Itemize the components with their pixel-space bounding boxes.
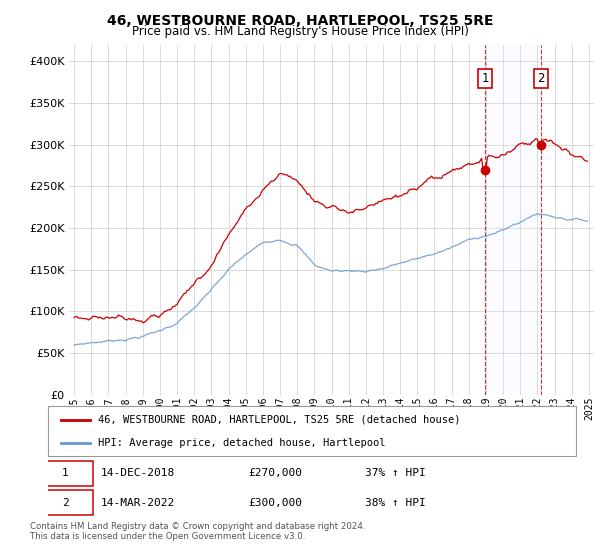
Text: 46, WESTBOURNE ROAD, HARTLEPOOL, TS25 5RE: 46, WESTBOURNE ROAD, HARTLEPOOL, TS25 5R… [107,14,493,28]
Text: 1: 1 [62,468,68,478]
Bar [485,45,541,395]
FancyBboxPatch shape [48,406,576,456]
Text: 2: 2 [537,72,545,85]
Text: Price paid vs. HM Land Registry's House Price Index (HPI): Price paid vs. HM Land Registry's House … [131,25,469,38]
Text: 14-DEC-2018: 14-DEC-2018 [101,468,175,478]
FancyBboxPatch shape [37,461,93,486]
Text: 1: 1 [481,72,489,85]
FancyBboxPatch shape [37,491,93,515]
Text: 38% ↑ HPI: 38% ↑ HPI [365,498,425,508]
Text: Contains HM Land Registry data © Crown copyright and database right 2024.
This d: Contains HM Land Registry data © Crown c… [30,522,365,542]
Text: 37% ↑ HPI: 37% ↑ HPI [365,468,425,478]
Text: £300,000: £300,000 [248,498,302,508]
Text: 46, WESTBOURNE ROAD, HARTLEPOOL, TS25 5RE (detached house): 46, WESTBOURNE ROAD, HARTLEPOOL, TS25 5R… [98,414,461,424]
Text: 2: 2 [62,498,68,508]
Text: HPI: Average price, detached house, Hartlepool: HPI: Average price, detached house, Hart… [98,438,386,448]
Text: 14-MAR-2022: 14-MAR-2022 [101,498,175,508]
Text: £270,000: £270,000 [248,468,302,478]
